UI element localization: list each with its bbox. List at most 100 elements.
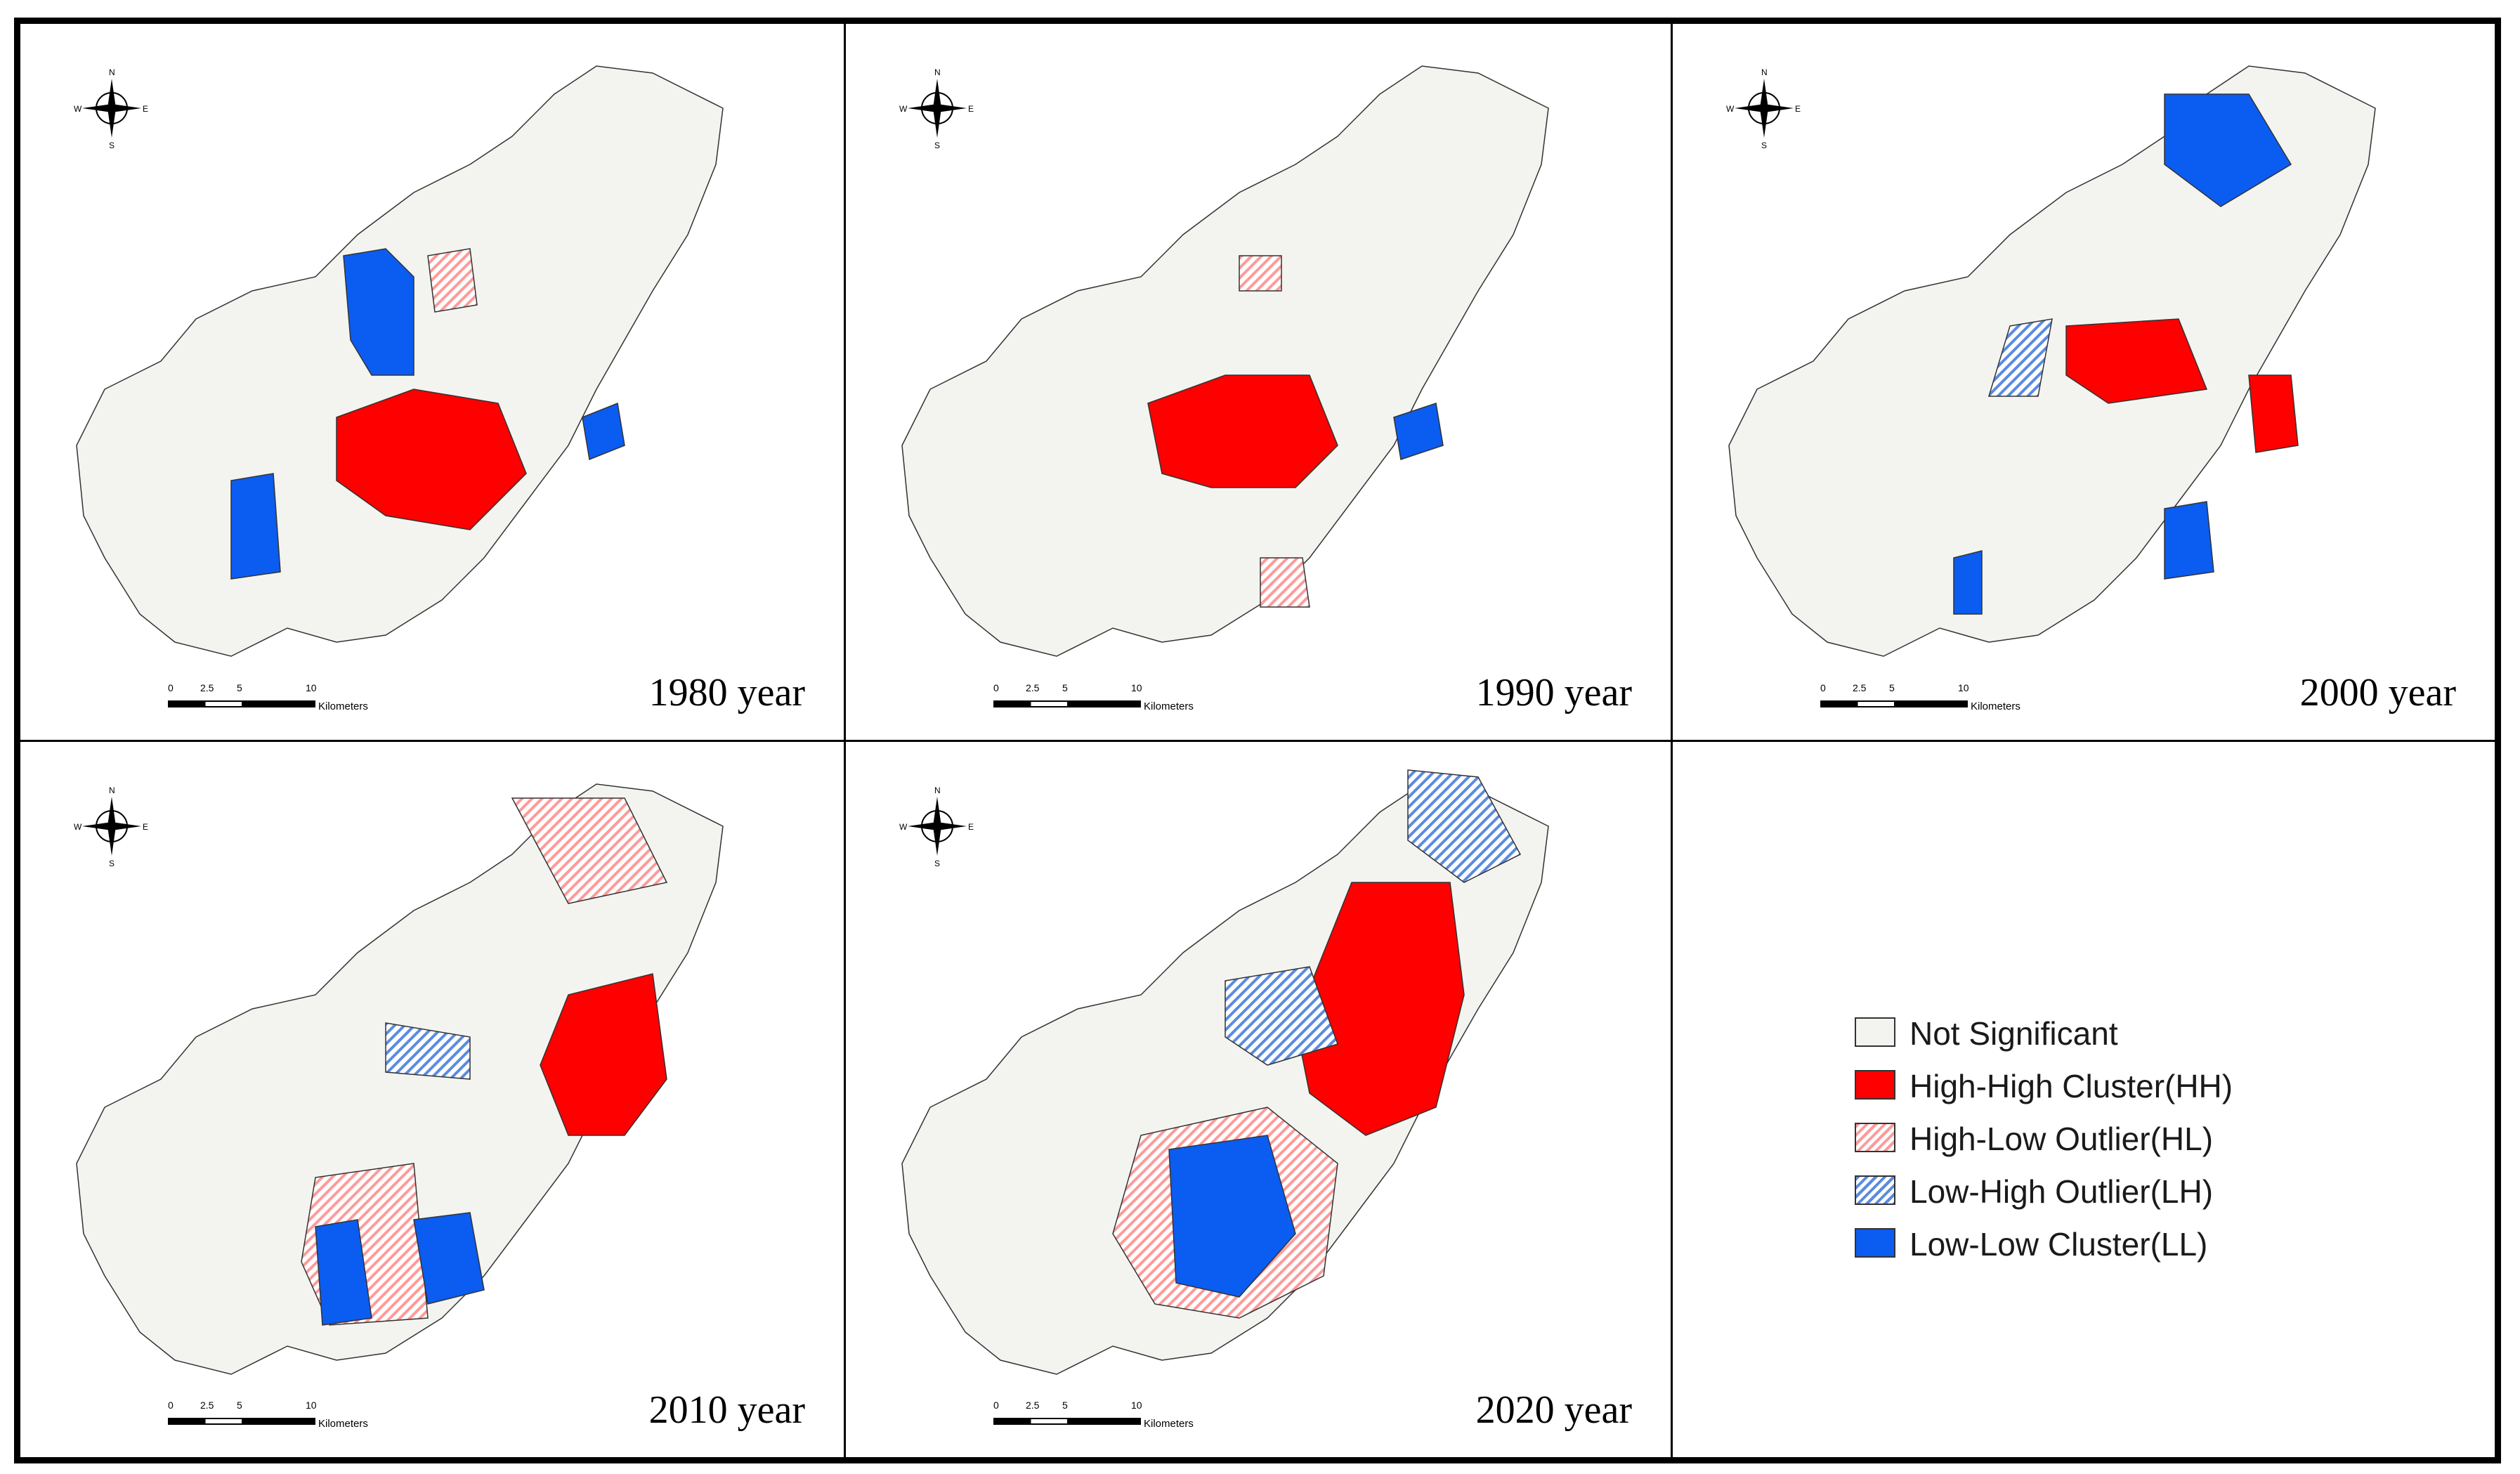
map-canvas <box>846 24 1549 657</box>
legend-label: High-Low Outlier(HL) <box>1909 1121 2214 1157</box>
legend-item-ll: Low-Low Cluster(LL) <box>1855 1222 2346 1265</box>
year-label: 1980 year <box>648 671 805 715</box>
year-label: 2020 year <box>1475 1388 1632 1432</box>
region-hl <box>511 797 668 904</box>
region-hh <box>2248 374 2299 453</box>
scale-bar: 0 2.5 5 10 Kilometers <box>1820 682 2045 724</box>
scale-bar: 0 2.5 5 10 Kilometers <box>993 1400 1218 1442</box>
region-ll <box>2164 93 2292 207</box>
year-label: 1990 year <box>1475 671 1632 715</box>
scale-bar-graphic <box>168 1418 315 1425</box>
legend-label: High-High Cluster(HH) <box>1909 1068 2233 1104</box>
scale-unit: Kilometers <box>1144 1418 1194 1430</box>
map-panel-1980: N S E W 0 2.5 5 10 Kilometers 1980 year <box>18 22 846 742</box>
north-arrow-icon: N S E W <box>895 784 979 868</box>
scale-tick-label: 10 <box>306 682 317 693</box>
map-panel-1990: N S E W 0 2.5 5 10 Kilometers 1990 year <box>844 22 1673 742</box>
north-arrow-icon: N S E W <box>1722 66 1806 150</box>
scale-tick-label: 5 <box>237 1400 242 1411</box>
region-lh <box>1407 769 1522 883</box>
region-hh <box>540 973 667 1136</box>
north-arrow-icon: N S E W <box>70 784 154 868</box>
region-ll <box>1393 403 1444 460</box>
legend-label: Not Significant <box>1909 1015 2118 1052</box>
legend-swatch <box>1855 1123 1895 1152</box>
scale-tick-label: 2.5 <box>200 1400 214 1411</box>
scale-unit: Kilometers <box>1144 700 1194 712</box>
region-ll <box>1953 550 1983 615</box>
region-ll <box>413 1212 485 1305</box>
legend-swatch <box>1855 1228 1895 1258</box>
scale-ticks: 0 2.5 5 10 <box>1820 682 2045 699</box>
compass-letter-w: W <box>899 822 908 832</box>
scale-tick-label: 10 <box>306 1400 317 1411</box>
compass-letter-e: E <box>143 104 149 114</box>
scale-tick-label: 0 <box>993 1400 999 1411</box>
north-arrow-icon: N S E W <box>70 66 154 150</box>
scale-ticks: 0 2.5 5 10 <box>168 682 393 699</box>
scale-bar: 0 2.5 5 10 Kilometers <box>993 682 1218 724</box>
region-hl <box>1260 557 1310 608</box>
compass-letter-w: W <box>74 822 82 832</box>
compass-letter-s: S <box>109 859 115 868</box>
scale-tick-label: 0 <box>168 1400 174 1411</box>
legend-item-not-significant: Not Significant <box>1855 1012 2346 1054</box>
scale-bar-graphic <box>168 700 315 707</box>
compass-letter-w: W <box>1726 104 1735 114</box>
scale-tick-label: 2.5 <box>1026 682 1040 693</box>
map-canvas <box>20 742 724 1375</box>
scale-unit: Kilometers <box>318 700 368 712</box>
legend-label: Low-High Outlier(LH) <box>1909 1173 2214 1210</box>
scale-ticks: 0 2.5 5 10 <box>168 1400 393 1416</box>
scale-tick-label: 2.5 <box>1026 1400 1040 1411</box>
scale-tick-label: 0 <box>168 682 174 693</box>
region-hl <box>427 248 478 313</box>
legend: Not Significant High-High Cluster(HH) Hi… <box>1855 1012 2346 1279</box>
scale-ticks: 0 2.5 5 10 <box>993 1400 1218 1416</box>
legend-label: Low-Low Cluster(LL) <box>1909 1226 2208 1263</box>
region-ll <box>582 402 625 461</box>
compass-letter-n: N <box>109 785 115 795</box>
compass-letter-e: E <box>1795 104 1801 114</box>
map-panel-2020: N S E W 0 2.5 5 10 Kilometers 2020 year <box>844 740 1673 1459</box>
compass-letter-n: N <box>109 67 115 77</box>
legend-item-hl: High-Low Outlier(HL) <box>1855 1117 2346 1159</box>
region-lh <box>1987 318 2053 397</box>
compass-letter-w: W <box>74 104 82 114</box>
legend-swatch <box>1855 1017 1895 1047</box>
north-arrow-icon: N S E W <box>895 66 979 150</box>
compass-letter-s: S <box>934 859 941 868</box>
region-ll <box>343 248 414 376</box>
scale-tick-label: 10 <box>1131 682 1142 693</box>
region-ll <box>1168 1135 1296 1298</box>
compass-letter-w: W <box>899 104 908 114</box>
compass-letter-e: E <box>143 822 149 832</box>
scale-unit: Kilometers <box>1971 700 2020 712</box>
scale-bar-graphic <box>993 700 1141 707</box>
region-lh <box>1225 966 1338 1066</box>
scale-tick-label: 5 <box>1062 1400 1068 1411</box>
compass-letter-s: S <box>934 141 941 150</box>
compass-letter-n: N <box>1761 67 1768 77</box>
compass-letter-e: E <box>968 822 974 832</box>
legend-item-hh: High-High Cluster(HH) <box>1855 1064 2346 1107</box>
scale-tick-label: 0 <box>1820 682 1826 693</box>
scale-tick-label: 2.5 <box>200 682 214 693</box>
scale-tick-label: 5 <box>1889 682 1895 693</box>
region-lh <box>385 1022 471 1080</box>
scale-tick-label: 10 <box>1958 682 1969 693</box>
legend-panel <box>1671 740 2497 1459</box>
scale-tick-label: 2.5 <box>1853 682 1867 693</box>
region-not-significant <box>1728 65 2376 657</box>
region-ll <box>2164 501 2214 580</box>
region-hh <box>1147 374 1338 488</box>
scale-bar: 0 2.5 5 10 Kilometers <box>168 682 393 724</box>
scale-tick-label: 5 <box>1062 682 1068 693</box>
legend-item-lh: Low-High Outlier(LH) <box>1855 1170 2346 1212</box>
year-label: 2010 year <box>648 1388 805 1432</box>
compass-letter-s: S <box>1761 141 1768 150</box>
region-hl <box>1239 255 1282 292</box>
region-not-significant <box>76 783 724 1375</box>
map-panel-2000: N S E W 0 2.5 5 10 Kilometers 2000 year <box>1671 22 2497 742</box>
region-hh <box>336 389 527 530</box>
